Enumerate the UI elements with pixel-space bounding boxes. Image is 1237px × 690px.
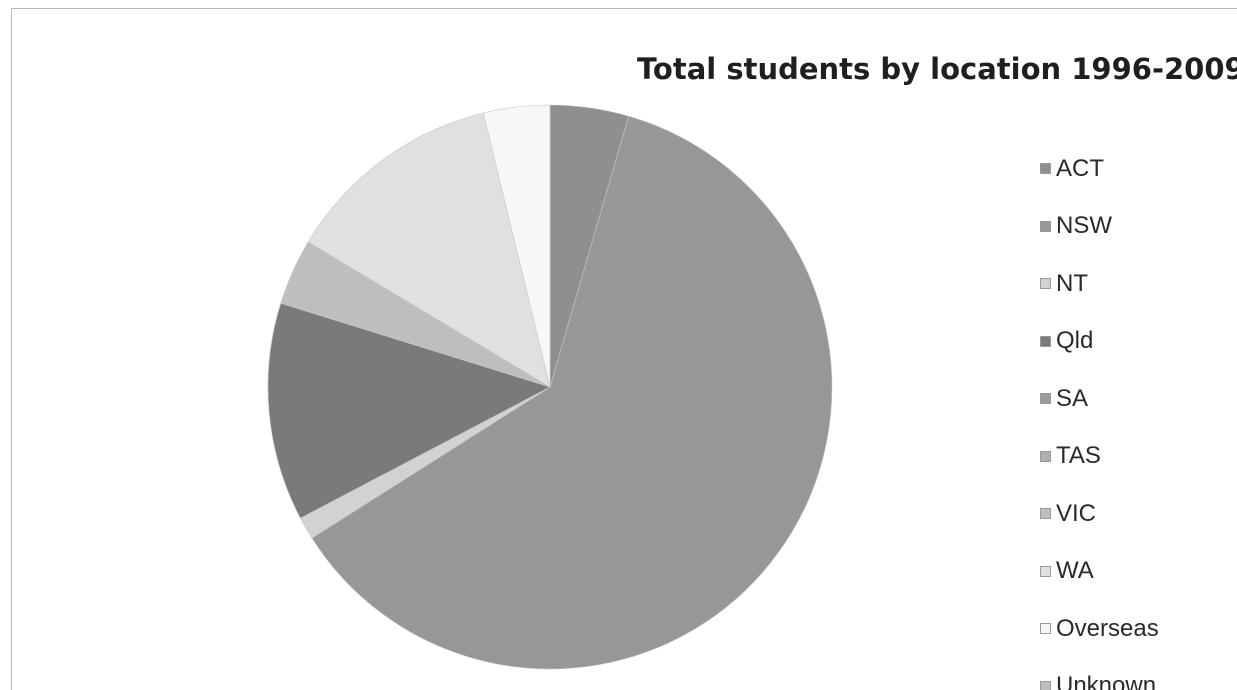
legend-label: NT xyxy=(1056,269,1088,297)
legend-label: Qld xyxy=(1056,327,1094,355)
legend-swatch xyxy=(1040,163,1051,175)
legend-swatch xyxy=(1040,450,1051,462)
legend-item-nsw: NSW xyxy=(1040,198,1159,256)
legend-item-sa: SA xyxy=(1040,370,1159,428)
legend-swatch xyxy=(1040,393,1051,405)
legend-label: Unknown xyxy=(1056,672,1157,690)
legend-swatch xyxy=(1040,335,1051,347)
legend-label: WA xyxy=(1056,557,1094,585)
pie-slice-wa xyxy=(307,112,551,388)
legend-swatch xyxy=(1040,565,1051,577)
chart-legend: ACT NSW NT Qld SA TAS VIC WA Overseas Unknown xyxy=(1040,140,1159,690)
legend-label: ACT xyxy=(1056,154,1104,182)
legend-item-vic: VIC xyxy=(1040,485,1159,543)
pie-slice-qld xyxy=(267,302,551,519)
legend-item-overseas: Overseas xyxy=(1040,600,1159,658)
legend-item-qld: Qld xyxy=(1040,313,1159,371)
pie-slice-overseas xyxy=(482,104,551,388)
chart-area-border xyxy=(11,8,1237,690)
legend-item-wa: WA xyxy=(1040,543,1159,601)
legend-swatch xyxy=(1040,680,1051,690)
chart-title: Total students by location 1996-2009 xyxy=(637,52,1237,86)
legend-swatch xyxy=(1040,220,1051,232)
legend-item-nt: NT xyxy=(1040,255,1159,313)
legend-item-unknown: Unknown xyxy=(1040,658,1159,690)
legend-label: NSW xyxy=(1056,212,1112,240)
legend-swatch xyxy=(1040,278,1051,290)
legend-item-tas: TAS xyxy=(1040,428,1159,486)
legend-label: Overseas xyxy=(1056,614,1159,642)
legend-label: VIC xyxy=(1056,499,1097,527)
legend-label: TAS xyxy=(1056,442,1101,470)
legend-label: SA xyxy=(1056,384,1089,412)
legend-item-act: ACT xyxy=(1040,140,1159,198)
legend-swatch xyxy=(1040,623,1051,635)
pie-slice-nsw xyxy=(311,115,833,670)
legend-swatch xyxy=(1040,508,1051,520)
